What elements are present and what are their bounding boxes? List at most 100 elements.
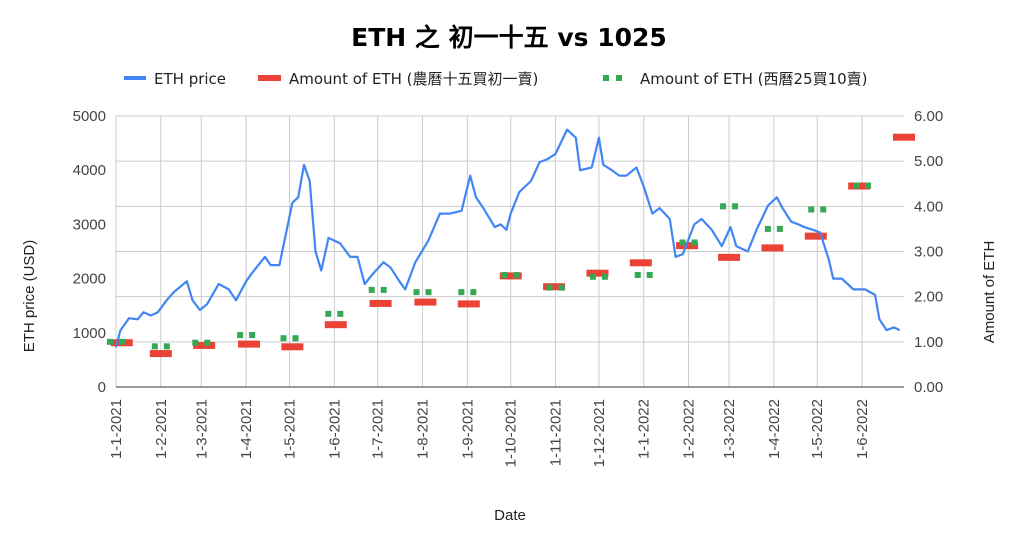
left-tick-label: 1000 (73, 325, 106, 342)
data-dot (679, 239, 686, 246)
left-axis-ticks: 0 1000 2000 3000 4000 5000 (73, 108, 106, 396)
data-dash (193, 341, 216, 349)
data-dash (761, 244, 784, 252)
x-tick-label: 1-7-2021 (370, 399, 387, 459)
data-dash (629, 259, 652, 267)
data-dot (380, 286, 387, 293)
data-dot (280, 335, 287, 342)
data-dash (893, 133, 915, 141)
x-tick-label: 1-12-2021 (591, 399, 608, 467)
x-tick-label: 1-3-2021 (193, 399, 210, 459)
data-dot (820, 206, 827, 213)
data-dot (119, 338, 125, 345)
legend-swatch-western-strategy-2 (616, 75, 622, 81)
left-tick-label: 0 (98, 379, 106, 396)
data-dot (691, 239, 698, 246)
chart-title: ETH 之 初一十五 vs 1025 (351, 23, 667, 52)
x-tick-label: 1-5-2021 (282, 399, 299, 459)
left-tick-label: 4000 (73, 162, 106, 179)
left-tick-label: 5000 (73, 108, 106, 125)
right-axis-ticks: 0.00 1.00 2.00 3.00 4.00 5.00 6.00 (914, 108, 943, 396)
right-tick-label: 3.00 (914, 244, 943, 261)
data-dot (808, 206, 815, 213)
data-dash (238, 340, 261, 348)
left-axis-title: ETH price (USD) (21, 240, 38, 353)
data-dot (337, 310, 344, 317)
data-dash (457, 300, 480, 308)
legend: ETH price Amount of ETH (農曆十五買初一賣) Amoun… (124, 70, 868, 88)
data-dot (732, 203, 739, 210)
legend-label-eth-price[interactable]: ETH price (154, 70, 226, 88)
data-dash (499, 272, 522, 280)
data-dot (470, 289, 477, 296)
x-tick-label: 1-2-2021 (153, 399, 170, 459)
data-dot (865, 182, 872, 189)
x-tick-label: 1-1-2022 (636, 399, 653, 459)
x-tick-label: 1-6-2022 (854, 399, 871, 459)
data-dash (149, 350, 172, 358)
right-tick-label: 0.00 (914, 379, 943, 396)
data-dot (589, 273, 596, 280)
data-dot (413, 289, 420, 296)
data-dot (546, 284, 553, 291)
series-eth-price (114, 128, 901, 348)
data-dot (601, 273, 608, 280)
x-tick-label: 1-8-2021 (415, 399, 432, 459)
series-lunar-strategy (110, 133, 915, 358)
data-dash (369, 299, 392, 307)
x-tick-label: 1-1-2021 (108, 399, 125, 459)
data-dot (776, 225, 783, 232)
data-dot (368, 286, 375, 293)
data-dash (414, 298, 437, 306)
data-dash (848, 182, 871, 190)
legend-swatch-western-strategy-1 (603, 75, 609, 81)
data-dot (192, 339, 199, 346)
data-dot (501, 271, 508, 278)
x-tick-label: 1-5-2022 (809, 399, 826, 459)
right-tick-label: 2.00 (914, 289, 943, 306)
left-tick-label: 3000 (73, 216, 106, 233)
data-dot (163, 343, 170, 350)
price-line (114, 128, 901, 348)
data-dot (204, 339, 211, 346)
x-tick-label: 1-6-2021 (326, 399, 343, 459)
data-dash (281, 343, 304, 351)
data-dot (292, 335, 299, 342)
right-tick-label: 6.00 (914, 108, 943, 125)
x-tick-label: 1-2-2022 (681, 399, 698, 459)
data-dot (325, 310, 332, 317)
series-western-strategy (107, 182, 872, 350)
data-dash (324, 321, 347, 329)
right-axis-title: Amount of ETH (981, 241, 998, 344)
data-dot (853, 182, 860, 189)
legend-label-lunar-strategy[interactable]: Amount of ETH (農曆十五買初一賣) (289, 70, 538, 88)
data-dot (513, 271, 520, 278)
data-dot (646, 271, 653, 278)
data-dash (586, 269, 609, 277)
data-dot (558, 284, 565, 291)
horizontal-gridlines (116, 115, 904, 343)
x-tick-label: 1-11-2021 (548, 399, 565, 466)
right-tick-label: 5.00 (914, 153, 943, 170)
right-tick-label: 4.00 (914, 198, 943, 215)
data-dot (720, 203, 727, 210)
data-dash (804, 232, 827, 240)
x-tick-label: 1-3-2022 (721, 399, 738, 459)
data-dot (458, 289, 465, 296)
x-tick-label: 1-4-2021 (238, 399, 255, 459)
x-tick-label: 1-4-2022 (766, 399, 783, 459)
vertical-gridlines (115, 116, 863, 387)
data-dot (237, 332, 244, 339)
x-axis-ticks: 1-1-2021 1-2-2021 1-3-2021 1-4-2021 1-5-2021… (108, 399, 871, 467)
data-dot (107, 338, 113, 345)
data-dot (425, 289, 432, 296)
x-axis-title: Date (494, 507, 526, 524)
x-tick-label: 1-9-2021 (459, 399, 476, 459)
data-dot (634, 271, 641, 278)
data-dot (249, 332, 256, 339)
data-dot (151, 343, 158, 350)
legend-label-western-strategy[interactable]: Amount of ETH (西曆25買10賣) (640, 70, 868, 88)
data-dash (718, 253, 741, 261)
right-tick-label: 1.00 (914, 334, 943, 351)
